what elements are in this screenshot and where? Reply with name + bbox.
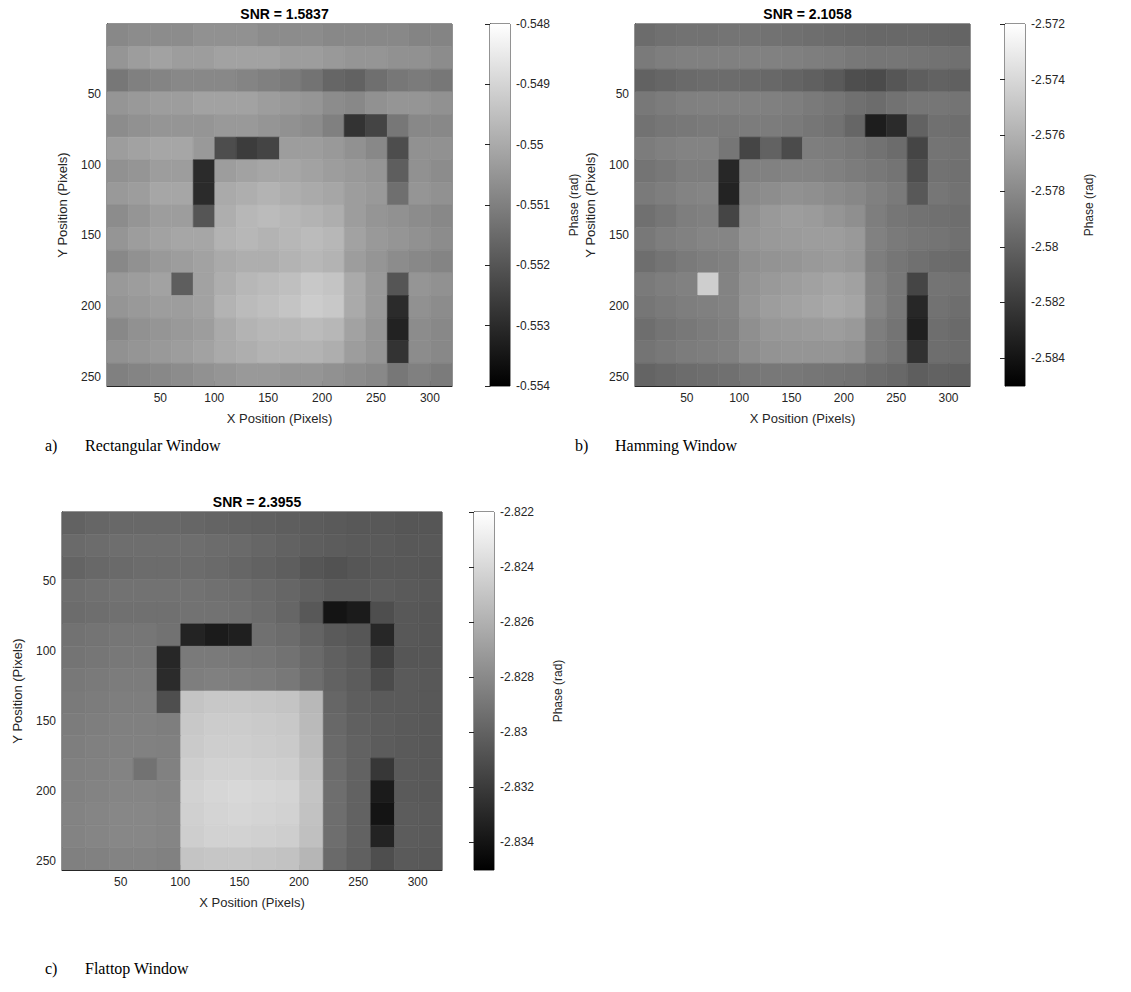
svg-text:-2.574: -2.574 <box>1031 73 1065 87</box>
svg-text:100: 100 <box>609 158 629 172</box>
svg-text:150: 150 <box>781 391 801 405</box>
svg-text:250: 250 <box>81 370 101 384</box>
svg-text:300: 300 <box>420 391 440 405</box>
svg-text:Hamming Window: Hamming Window <box>615 437 738 455</box>
svg-text:-0.551: -0.551 <box>516 198 550 212</box>
svg-text:Y Position (Pixels): Y Position (Pixels) <box>583 152 598 257</box>
svg-text:50: 50 <box>88 87 102 101</box>
svg-text:200: 200 <box>81 299 101 313</box>
svg-text:300: 300 <box>408 875 428 889</box>
svg-text:-2.582: -2.582 <box>1031 295 1065 309</box>
svg-text:200: 200 <box>36 784 56 798</box>
svg-text:Rectangular Window: Rectangular Window <box>85 437 221 455</box>
svg-text:-0.552: -0.552 <box>516 258 550 272</box>
svg-text:-2.576: -2.576 <box>1031 128 1065 142</box>
svg-text:-2.584: -2.584 <box>1031 351 1065 365</box>
svg-text:50: 50 <box>616 87 630 101</box>
svg-text:50: 50 <box>43 574 57 588</box>
svg-text:SNR = 1.5837: SNR = 1.5837 <box>240 6 329 22</box>
svg-text:100: 100 <box>36 644 56 658</box>
svg-text:Phase (rad): Phase (rad) <box>1082 174 1096 237</box>
svg-text:250: 250 <box>609 370 629 384</box>
svg-text:c): c) <box>45 960 57 978</box>
svg-text:150: 150 <box>258 391 278 405</box>
svg-text:100: 100 <box>204 391 224 405</box>
svg-text:-2.834: -2.834 <box>500 835 534 849</box>
svg-text:-2.58: -2.58 <box>1031 240 1059 254</box>
svg-text:a): a) <box>45 437 57 455</box>
svg-text:100: 100 <box>81 158 101 172</box>
svg-text:SNR = 2.3955: SNR = 2.3955 <box>213 494 302 510</box>
svg-text:50: 50 <box>154 391 168 405</box>
svg-text:200: 200 <box>609 299 629 313</box>
svg-text:X Position (Pixels): X Position (Pixels) <box>750 411 855 426</box>
svg-text:250: 250 <box>348 875 368 889</box>
svg-text:-2.828: -2.828 <box>500 670 534 684</box>
svg-text:150: 150 <box>81 228 101 242</box>
svg-text:Phase (rad): Phase (rad) <box>567 174 581 237</box>
svg-text:200: 200 <box>312 391 332 405</box>
svg-text:100: 100 <box>729 391 749 405</box>
svg-text:-0.553: -0.553 <box>516 319 550 333</box>
svg-text:-2.824: -2.824 <box>500 560 534 574</box>
svg-text:250: 250 <box>366 391 386 405</box>
svg-text:150: 150 <box>609 228 629 242</box>
svg-text:250: 250 <box>886 391 906 405</box>
svg-text:200: 200 <box>289 875 309 889</box>
svg-text:100: 100 <box>170 875 190 889</box>
svg-text:-2.83: -2.83 <box>500 725 528 739</box>
svg-text:SNR = 2.1058: SNR = 2.1058 <box>763 6 852 22</box>
svg-text:50: 50 <box>680 391 694 405</box>
svg-text:-2.826: -2.826 <box>500 615 534 629</box>
svg-text:50: 50 <box>114 875 128 889</box>
svg-text:300: 300 <box>939 391 959 405</box>
svg-text:-2.832: -2.832 <box>500 780 534 794</box>
svg-text:150: 150 <box>36 714 56 728</box>
svg-text:150: 150 <box>230 875 250 889</box>
svg-text:Y Position (Pixels): Y Position (Pixels) <box>55 152 70 257</box>
svg-text:X Position (Pixels): X Position (Pixels) <box>199 895 304 910</box>
svg-text:b): b) <box>575 437 588 455</box>
svg-text:-2.572: -2.572 <box>1031 17 1065 31</box>
svg-text:Flattop Window: Flattop Window <box>85 960 189 978</box>
svg-text:250: 250 <box>36 854 56 868</box>
svg-text:-0.548: -0.548 <box>516 17 550 31</box>
svg-text:-0.55: -0.55 <box>516 138 544 152</box>
svg-text:200: 200 <box>834 391 854 405</box>
svg-text:-0.549: -0.549 <box>516 77 550 91</box>
svg-text:Y Position (Pixels): Y Position (Pixels) <box>10 638 25 743</box>
svg-text:Phase (rad): Phase (rad) <box>551 660 565 723</box>
svg-text:-2.822: -2.822 <box>500 505 534 519</box>
svg-text:-2.578: -2.578 <box>1031 184 1065 198</box>
svg-text:X Position (Pixels): X Position (Pixels) <box>227 411 332 426</box>
svg-text:-0.554: -0.554 <box>516 379 550 393</box>
